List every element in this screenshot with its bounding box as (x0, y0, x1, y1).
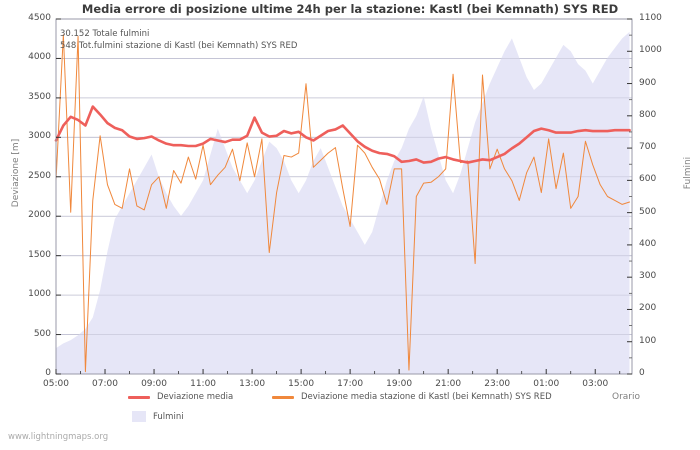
y-axis-right-tick: 700 (639, 142, 657, 153)
x-axis-tick: 05:00 (43, 379, 69, 389)
y-axis-left-tick: 4500 (28, 13, 51, 23)
legend-line-swatch (272, 395, 294, 399)
y-axis-left-tick: 2000 (28, 210, 51, 221)
legend-item[interactable]: Deviazione media stazione di Kastl (bei … (272, 392, 552, 402)
x-axis-tick: 23:00 (484, 379, 511, 389)
y-axis-right-tick: 1000 (639, 45, 662, 56)
y-axis-left-tick: 3500 (28, 91, 51, 102)
series-line-mean-deviation (54, 105, 631, 164)
x-axis-tick: 09:00 (141, 379, 167, 389)
y-axis-left-tick: 2500 (28, 170, 51, 181)
y-axis-left-tick: 0 (45, 368, 51, 378)
x-axis-tick: 07:00 (92, 379, 118, 389)
y-axis-right-tick: 100 (639, 335, 657, 346)
x-axis-tick: 01:00 (533, 379, 560, 389)
y-axis-right-tick: 600 (639, 174, 657, 185)
y-axis-right-tick: 900 (639, 77, 657, 88)
y-axis-right-tick: 800 (639, 109, 657, 120)
legend-item[interactable]: Deviazione media (128, 392, 233, 402)
legend-label: Fulmini (153, 411, 184, 422)
y-axis-left-tick: 3000 (28, 131, 51, 142)
annotation-station-lightning: 548 Tot.fulmini stazione di Kastl (bei K… (60, 41, 298, 51)
chart-title: Media errore di posizione ultime 24h per… (81, 2, 619, 16)
x-axis-tick: 19:00 (386, 379, 413, 389)
legend-area-swatch (132, 411, 146, 422)
x-axis-tick: 03:00 (582, 379, 609, 389)
y-axis-right-tick: 500 (639, 206, 657, 217)
x-axis-tick: 11:00 (190, 379, 217, 389)
y-axis-left-tick: 1500 (28, 249, 51, 260)
watermark: www.lightningmaps.org (8, 432, 109, 442)
y-axis-right-tick: 300 (639, 271, 657, 282)
x-axis-tick: 21:00 (435, 379, 462, 389)
y-axis-right-tick: 1100 (639, 13, 662, 23)
x-axis-tick: 17:00 (337, 379, 364, 389)
y-axis-right-tick: 400 (639, 238, 657, 249)
x-axis-tick: 15:00 (288, 379, 315, 389)
y-axis-right-tick: 200 (639, 303, 657, 314)
y-axis-right-label: Fulmini (683, 156, 693, 190)
legend-line-swatch (128, 395, 150, 399)
annotation-total-lightning: 30.152 Totale fulmini (60, 29, 150, 39)
legend-item[interactable]: Fulmini (128, 411, 184, 422)
x-axis-label: Orario (612, 392, 641, 402)
y-axis-left-tick: 1000 (28, 289, 51, 300)
y-axis-left-tick: 500 (33, 328, 51, 339)
legend-label: Deviazione media stazione di Kastl (bei … (301, 392, 552, 402)
x-axis-tick: 13:00 (239, 379, 266, 389)
series-line-station-deviation (55, 34, 631, 373)
legend-label: Deviazione media (157, 392, 234, 402)
y-axis-right-tick: 0 (639, 368, 645, 378)
y-axis-left-tick: 4000 (28, 52, 51, 63)
